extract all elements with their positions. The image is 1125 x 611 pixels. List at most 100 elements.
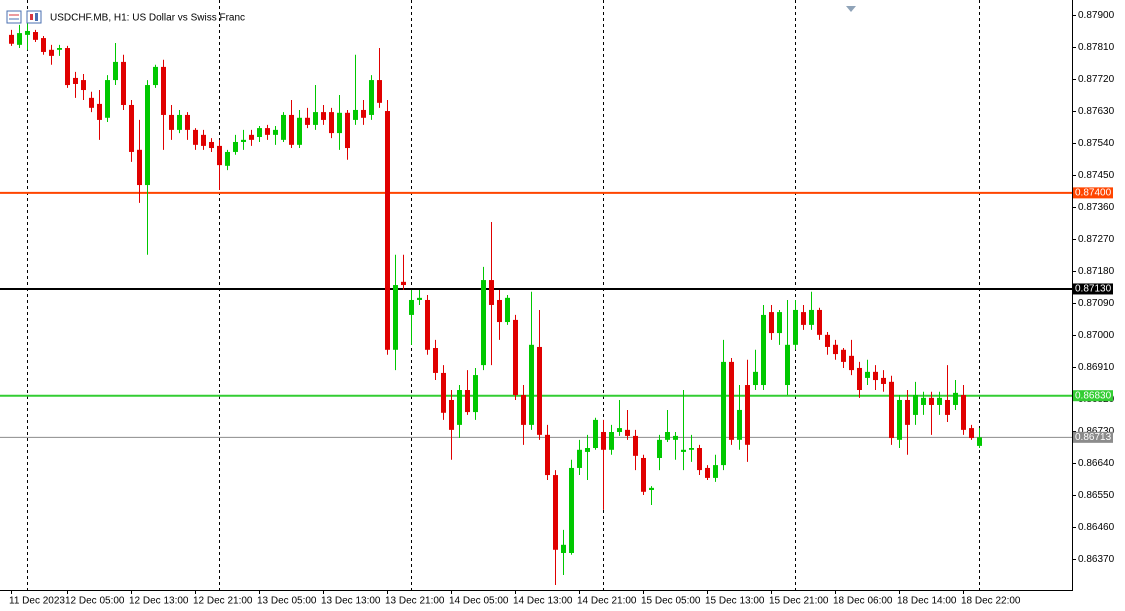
candle-body — [57, 48, 62, 50]
candle-body — [129, 104, 134, 152]
candle-body — [297, 117, 302, 145]
candle-body — [481, 280, 486, 366]
candle-body — [241, 139, 246, 142]
candle-body — [489, 280, 494, 305]
candle-body — [889, 381, 894, 439]
y-tick-label: 0.87270 — [1078, 234, 1115, 245]
icon — [6, 10, 22, 24]
candle-body — [169, 114, 174, 130]
y-tick-label: 0.87720 — [1078, 74, 1115, 85]
candle-body — [233, 141, 238, 152]
x-tick-label: 12 Dec 13:00 — [129, 596, 189, 607]
candle-body — [681, 449, 686, 452]
candle-body — [193, 129, 198, 145]
candle-body — [305, 117, 310, 125]
y-tick-label: 0.87090 — [1078, 298, 1115, 309]
candle-body — [849, 355, 854, 371]
candle-body — [121, 61, 126, 105]
candle-body — [185, 114, 190, 130]
level-tag — [1073, 283, 1113, 295]
candle-body — [857, 367, 862, 391]
icon-bar — [35, 13, 38, 21]
candle-body — [313, 112, 318, 125]
candle-body — [561, 544, 566, 553]
candle-body — [953, 392, 958, 405]
x-tick-label: 15 Dec 21:00 — [769, 596, 829, 607]
candle-body — [137, 149, 142, 186]
candle-body — [265, 128, 270, 135]
level-tag — [1073, 390, 1113, 402]
candle-body — [337, 112, 342, 134]
candle-body — [833, 344, 838, 355]
x-tick-label: 15 Dec 13:00 — [705, 596, 765, 607]
candle-body — [657, 439, 662, 458]
candle-body — [897, 399, 902, 440]
candle-body — [409, 299, 414, 315]
candle-body — [713, 465, 718, 478]
candle-body — [641, 457, 646, 492]
y-tick-label: 0.86910 — [1078, 362, 1115, 373]
candle-body — [201, 134, 206, 146]
candle-body — [73, 77, 78, 84]
y-tick-label: 0.87450 — [1078, 170, 1115, 181]
candle-body — [873, 371, 878, 381]
x-tick-label: 14 Dec 21:00 — [577, 596, 637, 607]
candle-body — [41, 38, 46, 52]
candle-body — [841, 349, 846, 362]
candle-body — [625, 429, 630, 436]
level-label: 0.86830 — [1075, 390, 1112, 401]
candle-body — [225, 151, 230, 166]
candle-body — [145, 85, 150, 186]
x-tick-label: 18 Dec 06:00 — [833, 596, 893, 607]
candle-body — [705, 467, 710, 478]
shift-marker — [846, 6, 856, 12]
candle-body — [769, 312, 774, 334]
candle-body — [457, 390, 462, 425]
candle-body — [809, 309, 814, 325]
candle-body — [593, 419, 598, 449]
x-tick-label: 18 Dec 22:00 — [961, 596, 1021, 607]
candle-body — [377, 80, 382, 103]
x-tick-label: 13 Dec 13:00 — [321, 596, 381, 607]
candle-body — [473, 375, 478, 413]
candle-body — [601, 432, 606, 450]
x-tick-label: 15 Dec 05:00 — [641, 596, 701, 607]
candle-body — [609, 432, 614, 450]
candle-body — [449, 399, 454, 430]
y-tick-label: 0.86730 — [1078, 426, 1115, 437]
candle-body — [49, 49, 54, 56]
y-tick-label: 0.86460 — [1078, 522, 1115, 533]
candle-body — [177, 114, 182, 130]
candle-body — [385, 111, 390, 350]
candle-body — [929, 397, 934, 405]
x-tick-label: 11 Dec 2023 — [9, 596, 65, 607]
candle-body — [673, 435, 678, 440]
candle-body — [945, 399, 950, 415]
icon — [26, 10, 42, 24]
candle-body — [633, 435, 638, 456]
x-tick-label: 14 Dec 05:00 — [449, 596, 509, 607]
candle-body — [105, 80, 110, 118]
candle-body — [697, 448, 702, 471]
candle-body — [937, 397, 942, 405]
y-tick-label: 0.87630 — [1078, 106, 1115, 117]
candle-body — [689, 448, 694, 450]
candle-body — [433, 348, 438, 373]
symbol-icons — [6, 10, 42, 24]
candle-body — [745, 385, 750, 445]
candle-body — [905, 399, 910, 425]
candle-body — [865, 371, 870, 378]
level-tag — [1073, 431, 1113, 443]
candle-body — [777, 312, 782, 334]
candle-body — [793, 309, 798, 345]
candle-body — [81, 80, 86, 91]
level-label: 0.87400 — [1075, 188, 1112, 199]
chart-title: USDCHF.MB, H1: US Dollar vs Swiss Franc — [50, 13, 245, 24]
plot-area — [0, 0, 1072, 590]
candle-body — [753, 371, 758, 386]
x-tick-label: 14 Dec 13:00 — [513, 596, 573, 607]
candle-body — [801, 312, 806, 325]
candle-body — [425, 299, 430, 350]
candle-body — [9, 34, 14, 44]
candle-body — [465, 390, 470, 413]
